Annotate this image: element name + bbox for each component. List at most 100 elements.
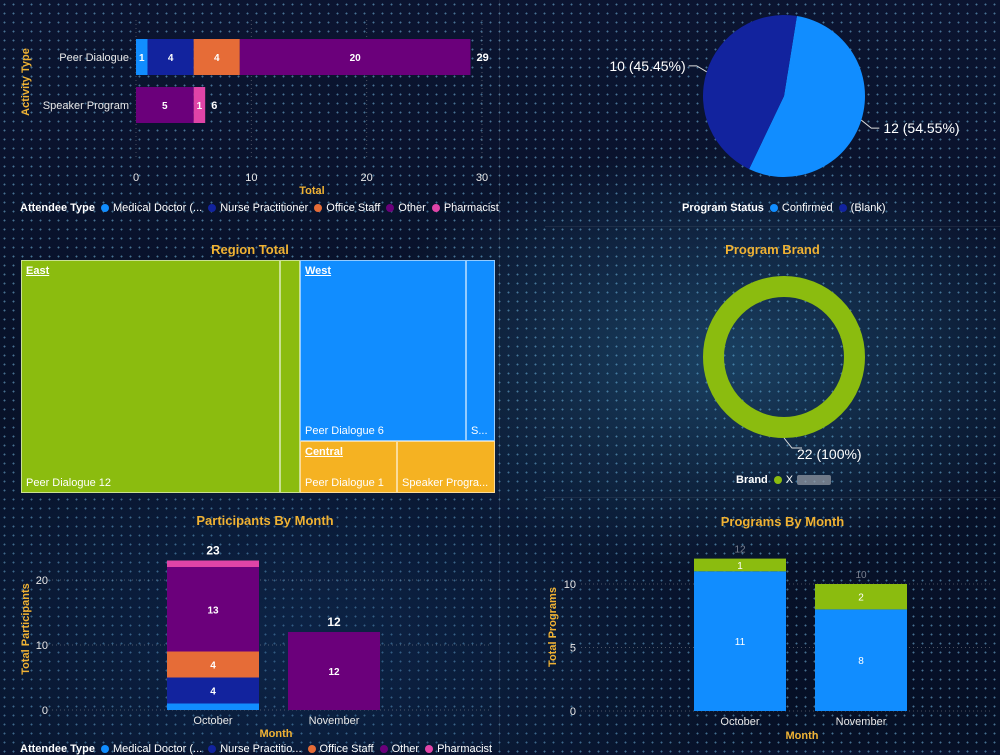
donut-slice (703, 276, 865, 438)
total-participants-axis-title: Total Participants (20, 583, 32, 674)
legend-item-medical-doctor[interactable]: Medical Doctor (... (100, 743, 202, 755)
donut-data-label: 22 (100%) (797, 446, 862, 462)
x-tick-label: 10 (245, 172, 257, 184)
program-brand-donut-chart[interactable]: 22 (100%) (545, 232, 1000, 472)
treemap-group-east: East (26, 265, 50, 277)
bar-total-label: 12 (327, 615, 341, 629)
bar-data-label: 8 (858, 656, 864, 667)
legend-item-medical-doctor[interactable]: Medical Doctor (... (100, 202, 203, 214)
legend-item-blank[interactable]: (Blank) (838, 202, 886, 214)
bar-data-label: 11 (735, 637, 746, 648)
y-tick-label: 0 (42, 705, 48, 717)
attendee-legend-title: Attendee Type (20, 202, 95, 214)
total-axis-title: Total (299, 185, 324, 197)
legend-label: Other (398, 202, 426, 214)
bar-segment (147, 39, 194, 75)
legend-item-pharmacist[interactable]: Pharmacist (431, 202, 499, 214)
legend-item-nurse-practitioner[interactable]: Nurse Practitio... (208, 743, 302, 755)
bar-data-label: 1 (197, 101, 203, 112)
bar-segment (167, 567, 259, 652)
y-tick-label: 5 (570, 643, 576, 655)
programs-by-month-chart[interactable]: Total Programs Month 0510October11112Nov… (545, 503, 1000, 743)
brand-legend[interactable]: Brand X (736, 474, 837, 486)
panel-divider-bottom-right (545, 497, 1000, 498)
pie-slice (703, 15, 797, 170)
bar-total-label: 10 (855, 570, 867, 581)
y-tick-label: 0 (570, 706, 576, 718)
program-status-panel[interactable]: 12 (54.55%) 10 (45.45%) Program Status Co… (545, 0, 1000, 225)
y-category-label: Speaker Program (43, 100, 129, 112)
panel-divider-top-right (545, 226, 1000, 227)
treemap-cell-central-peer-dialogue[interactable]: Central Peer Dialogue 1 (300, 441, 397, 493)
bar-segment (136, 39, 148, 75)
treemap-cell-central-speaker[interactable]: Speaker Progra... (397, 441, 495, 493)
legend-item-confirmed[interactable]: Confirmed (769, 202, 833, 214)
treemap-group-central: Central (305, 446, 343, 458)
x-tick-label: November (836, 716, 887, 728)
pie-slice (749, 16, 865, 177)
program-brand-title: Program Brand (725, 242, 820, 257)
program-status-pie-chart[interactable]: 12 (54.55%) 10 (45.45%) (545, 0, 1000, 200)
x-tick-label: 0 (133, 172, 139, 184)
bar-segment (815, 609, 907, 711)
x-tick-label: October (193, 715, 232, 727)
bar-data-label: 2 (858, 593, 864, 604)
legend-label: Office Staff (326, 202, 381, 214)
programs-by-month-panel[interactable]: Programs By Month Total Programs Month 0… (545, 503, 1000, 750)
activity-type-chart[interactable]: Activity Type Total 0 10 20 30 Peer Dialogue… (0, 0, 500, 200)
bar-segment (288, 632, 380, 710)
activity-type-panel[interactable]: Activity Type Total 0 10 20 30 Peer Dialogue… (0, 0, 500, 225)
legend-item-pharmacist[interactable]: Pharmacist (425, 743, 492, 755)
bar-segment (136, 87, 194, 123)
bar-data-label: 1 (737, 561, 743, 572)
attendee-type-legend[interactable]: Attendee Type Medical Doctor (... Nurse … (20, 202, 505, 214)
bar-segment (694, 558, 786, 572)
treemap-cell-east-peer-dialogue[interactable]: East Peer Dialogue 12 (21, 260, 280, 493)
month-axis-title: Month (260, 728, 293, 740)
participants-by-month-chart[interactable]: Total Participants Month 0 10 20 October 4 4 1… (0, 503, 500, 740)
program-brand-panel[interactable]: Program Brand 22 (100%) Brand X (545, 232, 1000, 497)
legend-label: Other (391, 743, 420, 755)
region-treemap[interactable]: East Peer Dialogue 12 West Peer Dialogue… (21, 260, 495, 493)
legend-item-nurse-practitioner[interactable]: Nurse Practitioner (208, 202, 308, 214)
attendee-type-legend-bottom[interactable]: Attendee Type Medical Doctor (... Nurse … (20, 743, 498, 755)
pie-leader-line (861, 119, 880, 129)
bar-data-label: 12 (328, 667, 340, 678)
treemap-cell-west-peer-dialogue[interactable]: West Peer Dialogue 6 (300, 260, 466, 441)
legend-label: Nurse Practitio... (220, 743, 302, 755)
program-status-legend[interactable]: Program Status Confirmed (Blank) (682, 202, 892, 214)
legend-item-other[interactable]: Other (379, 743, 420, 755)
legend-item-office-staff[interactable]: Office Staff (307, 743, 374, 755)
x-tick-label: November (309, 715, 360, 727)
y-category-label: Peer Dialogue (59, 52, 129, 64)
treemap-label: Speaker Progra... (402, 477, 489, 489)
region-total-panel[interactable]: Region Total East Peer Dialogue 12 West … (0, 232, 500, 497)
legend-label: Pharmacist (437, 743, 493, 755)
participants-by-month-panel[interactable]: Participants By Month Total Participants… (0, 503, 500, 755)
activity-type-axis-title: Activity Type (20, 48, 32, 116)
programs-by-month-title: Programs By Month (720, 514, 845, 529)
legend-label: (Blank) (850, 202, 886, 214)
pie-leader-line (688, 65, 707, 73)
legend-label: Office Staff (319, 743, 374, 755)
x-tick-label: 30 (476, 172, 488, 184)
bar-total-label: 6 (211, 100, 217, 112)
legend-item-office-staff[interactable]: Office Staff (314, 202, 380, 214)
pie-data-label: 12 (54.55%) (883, 120, 959, 136)
bar-data-label: 1 (139, 53, 145, 64)
bar-data-label: 4 (210, 687, 216, 698)
legend-item-brand[interactable]: X (773, 474, 832, 486)
treemap-cell-west-speaker[interactable]: S... (466, 260, 495, 441)
panel-divider-vertical (499, 0, 500, 750)
bar-total-label: 29 (476, 52, 488, 64)
treemap-label: Peer Dialogue 6 (305, 425, 384, 437)
treemap-cell-east-other[interactable] (280, 260, 300, 493)
bar-segment (239, 39, 471, 75)
legend-item-other[interactable]: Other (386, 202, 426, 214)
bar-segment (167, 651, 259, 678)
donut-leader-line (783, 437, 802, 449)
program-status-legend-title: Program Status (682, 202, 764, 214)
legend-label: Medical Doctor (... (112, 202, 203, 214)
bar-data-label: 20 (350, 53, 362, 64)
y-tick-label: 10 (36, 640, 48, 652)
